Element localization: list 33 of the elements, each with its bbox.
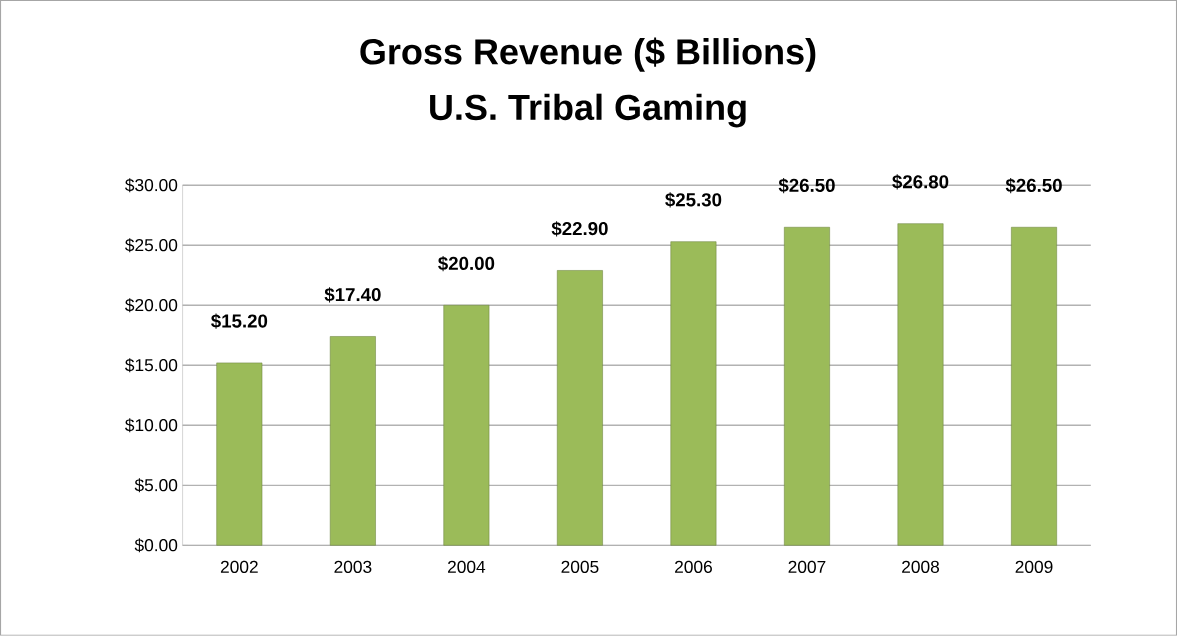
y-tick-label: $15.00 <box>125 358 178 373</box>
x-tick-label: 2006 <box>675 560 712 574</box>
bar <box>329 336 376 546</box>
bar <box>556 270 603 546</box>
y-tick-label: $25.00 <box>125 238 178 253</box>
y-tick-label: $5.00 <box>134 478 178 493</box>
x-tick-label: 2004 <box>447 560 486 574</box>
x-tick-label: 2005 <box>561 560 599 574</box>
chart-title: Gross Revenue ($ Billions) <box>360 37 816 72</box>
bar <box>897 223 944 546</box>
y-tick-label: $30.00 <box>125 178 178 193</box>
data-label: $26.50 <box>1005 178 1062 194</box>
data-label: $26.80 <box>892 174 949 190</box>
data-label: $26.50 <box>778 178 835 194</box>
y-tick-label: $10.00 <box>125 418 178 433</box>
x-tick-label: 2002 <box>220 560 258 574</box>
data-label: $22.90 <box>551 221 608 237</box>
x-tick-label: 2007 <box>788 560 826 574</box>
x-tick-label: 2009 <box>1015 560 1053 574</box>
data-label: $17.40 <box>324 287 381 303</box>
bar <box>784 227 830 546</box>
bar <box>216 362 263 546</box>
y-tick-label: $0.00 <box>134 538 178 553</box>
bar <box>1011 227 1057 546</box>
data-label: $20.00 <box>438 256 495 272</box>
data-label: $15.20 <box>211 313 268 329</box>
y-tick-label: $20.00 <box>125 298 178 313</box>
bar <box>670 241 717 546</box>
chart-subtitle: U.S. Tribal Gaming <box>430 93 746 128</box>
x-tick-label: 2003 <box>334 560 372 574</box>
x-tick-label: 2008 <box>902 560 940 574</box>
bar <box>443 305 490 546</box>
data-label: $25.30 <box>665 192 722 208</box>
